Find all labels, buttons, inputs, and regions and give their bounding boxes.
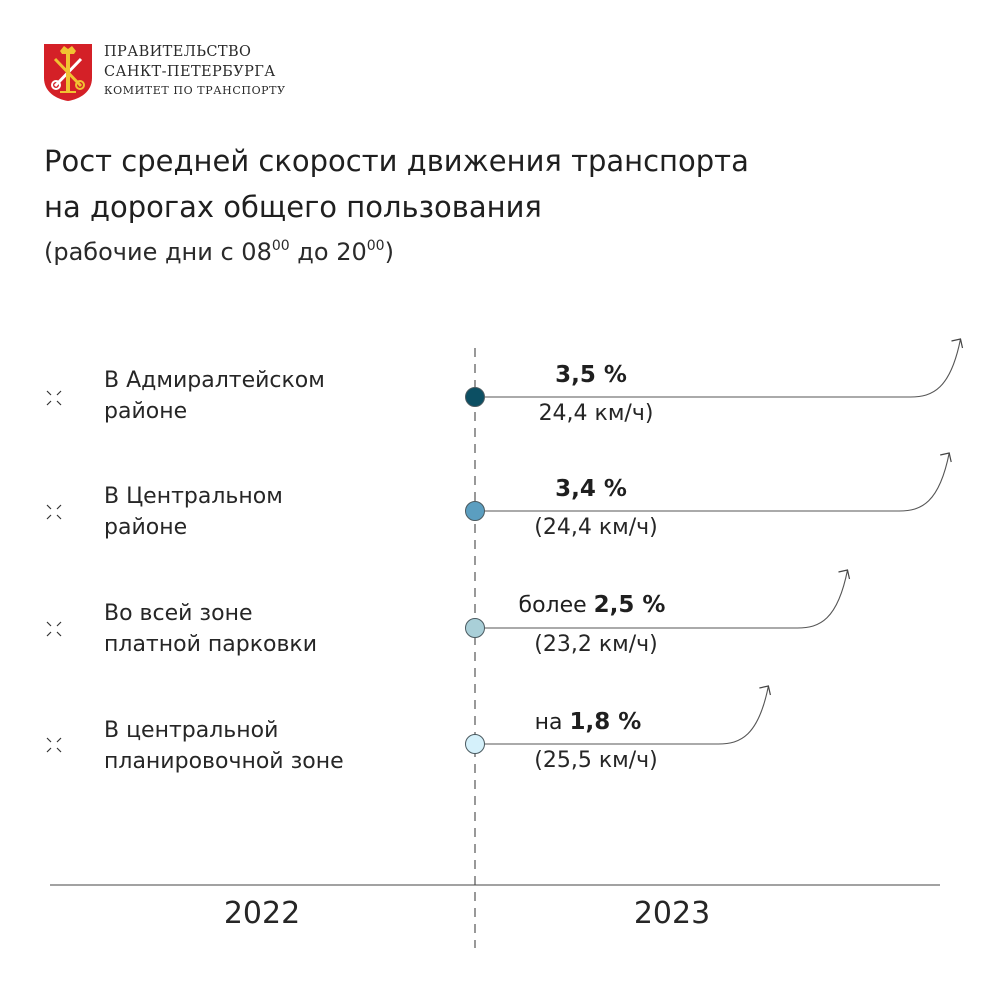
arrow-head-icon — [838, 569, 851, 580]
row-label-admiralteysky: В Адмиралтейском районе — [104, 365, 325, 427]
subtitle-sup-1: 00 — [271, 238, 290, 254]
row-label-line-2: районе — [104, 399, 188, 424]
org-line-2: САНКТ-ПЕТЕРБУРГА — [104, 64, 276, 80]
subtitle-suffix: ) — [384, 238, 394, 266]
subtitle-mid: до 20 — [289, 238, 367, 266]
header: ПРАВИТЕЛЬСТВО САНКТ-ПЕТЕРБУРГА КОМИТЕТ П… — [42, 42, 342, 104]
growth-value: 2,5 % — [593, 592, 666, 618]
chart-title-line-1: Рост средней скорости движения транспорт… — [44, 144, 749, 178]
growth-line — [475, 338, 962, 398]
arrow-head-icon — [940, 452, 952, 463]
growth-value: 3,5 % — [555, 362, 627, 388]
growth-prefix: более — [518, 593, 594, 618]
row-label-line-1: В Адмиралтейском — [104, 368, 325, 393]
speed-label-row-3: (23,2 км/ч) — [534, 632, 658, 657]
row-label-line-1: В центральной — [104, 718, 279, 743]
speed-label-row-4: (25,5 км/ч) — [534, 748, 658, 773]
organization-name: ПРАВИТЕЛЬСТВО САНКТ-ПЕТЕРБУРГА КОМИТЕТ П… — [104, 42, 286, 99]
speed-label-row-1: 24,4 км/ч) — [538, 401, 654, 426]
row-label-line-1: В Центральном — [104, 484, 283, 509]
row-marker-icon — [46, 621, 62, 637]
growth-prefix: на — [534, 710, 570, 735]
data-point-2022 — [465, 387, 485, 407]
growth-value: 1,8 % — [569, 709, 642, 735]
row-label-line-2: районе — [104, 515, 188, 540]
speed-label-row-2: (24,4 км/ч) — [534, 515, 658, 540]
row-label-central-planning-zone: В центральной планировочной зоне — [104, 715, 344, 777]
row-label-tsentralny: В Центральном районе — [104, 481, 283, 543]
x-tick-label-2023: 2023 — [633, 896, 711, 931]
growth-line — [475, 569, 849, 629]
row-marker-icon — [46, 390, 62, 406]
arrow-head-icon — [759, 685, 771, 696]
data-point-2022 — [465, 501, 485, 521]
growth-value: 3,4 % — [555, 476, 627, 502]
growth-line — [475, 452, 950, 512]
org-line-3: КОМИТЕТ ПО ТРАНСПОРТУ — [104, 84, 286, 97]
growth-label-row-3: более 2,5 % — [492, 592, 692, 618]
org-line-1: ПРАВИТЕЛЬСТВО — [104, 44, 252, 60]
coat-of-arms-icon — [44, 44, 92, 101]
row-marker-icon — [46, 504, 62, 520]
growth-label-row-1: 3,5 % — [491, 362, 691, 388]
row-label-line-2: платной парковки — [104, 632, 318, 657]
chart-subtitle: (рабочие дни с 0800 до 2000) — [44, 232, 944, 272]
growth-label-row-4: на 1,8 % — [488, 709, 688, 735]
row-marker-icon — [46, 737, 62, 753]
growth-label-row-2: 3,4 % — [491, 476, 691, 502]
arrow-head-icon — [951, 338, 964, 349]
subtitle-prefix: (рабочие дни с 08 — [44, 238, 272, 266]
growth-line — [475, 685, 769, 745]
chart-title-line-2: на дорогах общего пользования — [44, 190, 542, 224]
chart-title-block: Рост средней скорости движения транспорт… — [44, 138, 944, 272]
subtitle-sup-2: 00 — [366, 238, 385, 254]
row-label-line-2: планировочной зоне — [104, 749, 344, 774]
row-label-paid-parking-zone: Во всей зоне платной парковки — [104, 598, 317, 660]
data-point-2022 — [465, 734, 485, 754]
row-label-line-1: Во всей зоне — [104, 601, 253, 626]
x-tick-label-2022: 2022 — [223, 896, 301, 931]
data-point-2022 — [465, 618, 485, 638]
